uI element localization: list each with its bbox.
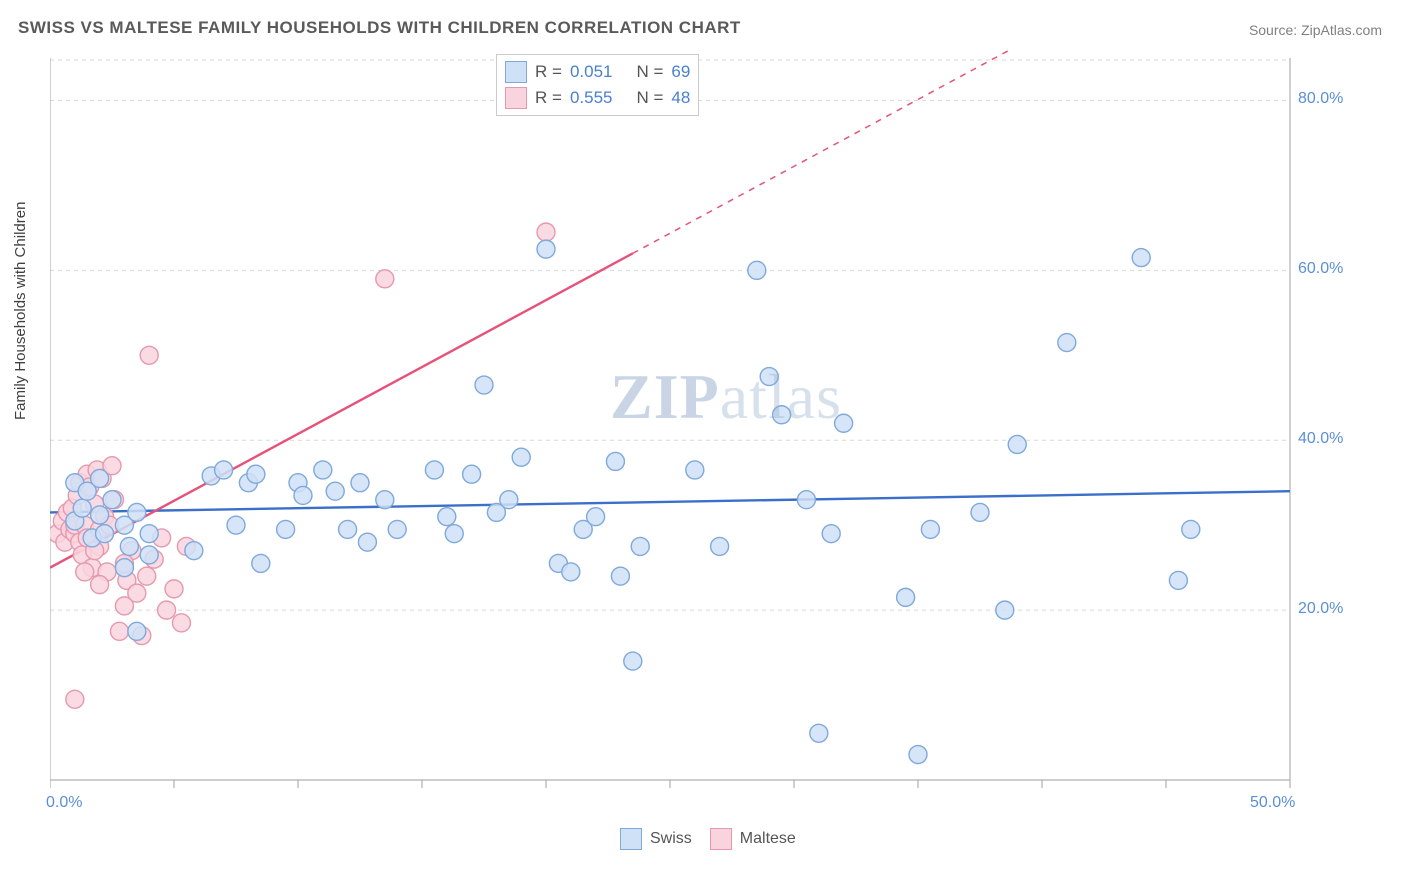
n-value-maltese: 48 — [671, 88, 690, 108]
swatch-maltese — [710, 828, 732, 850]
r-value-swiss: 0.051 — [570, 62, 613, 82]
swatch-swiss — [620, 828, 642, 850]
x-tick-label: 50.0% — [1250, 794, 1295, 812]
legend-row-swiss: R = 0.051 N = 69 — [505, 59, 690, 85]
legend-series: Swiss Maltese — [620, 828, 796, 850]
legend-row-maltese: R = 0.555 N = 48 — [505, 85, 690, 111]
legend-item-swiss: Swiss — [620, 828, 692, 850]
source-attribution: Source: ZipAtlas.com — [1249, 22, 1382, 38]
r-label: R = — [535, 88, 562, 108]
swatch-maltese — [505, 87, 527, 109]
n-label: N = — [636, 62, 663, 82]
n-label: N = — [636, 88, 663, 108]
legend-item-maltese: Maltese — [710, 828, 796, 850]
y-tick-label: 20.0% — [1298, 600, 1343, 618]
r-label: R = — [535, 62, 562, 82]
y-tick-label: 80.0% — [1298, 90, 1343, 108]
y-tick-label: 60.0% — [1298, 260, 1343, 278]
y-tick-label: 40.0% — [1298, 430, 1343, 448]
chart-title: SWISS VS MALTESE FAMILY HOUSEHOLDS WITH … — [18, 18, 741, 38]
swatch-swiss — [505, 61, 527, 83]
legend-label-swiss: Swiss — [650, 830, 692, 848]
n-value-swiss: 69 — [671, 62, 690, 82]
legend-correlation: R = 0.051 N = 69 R = 0.555 N = 48 — [496, 54, 699, 116]
y-axis-label: Family Households with Children — [12, 202, 29, 420]
r-value-maltese: 0.555 — [570, 88, 613, 108]
legend-label-maltese: Maltese — [740, 830, 796, 848]
scatter-plot — [50, 50, 1330, 820]
x-tick-label: 0.0% — [46, 794, 82, 812]
